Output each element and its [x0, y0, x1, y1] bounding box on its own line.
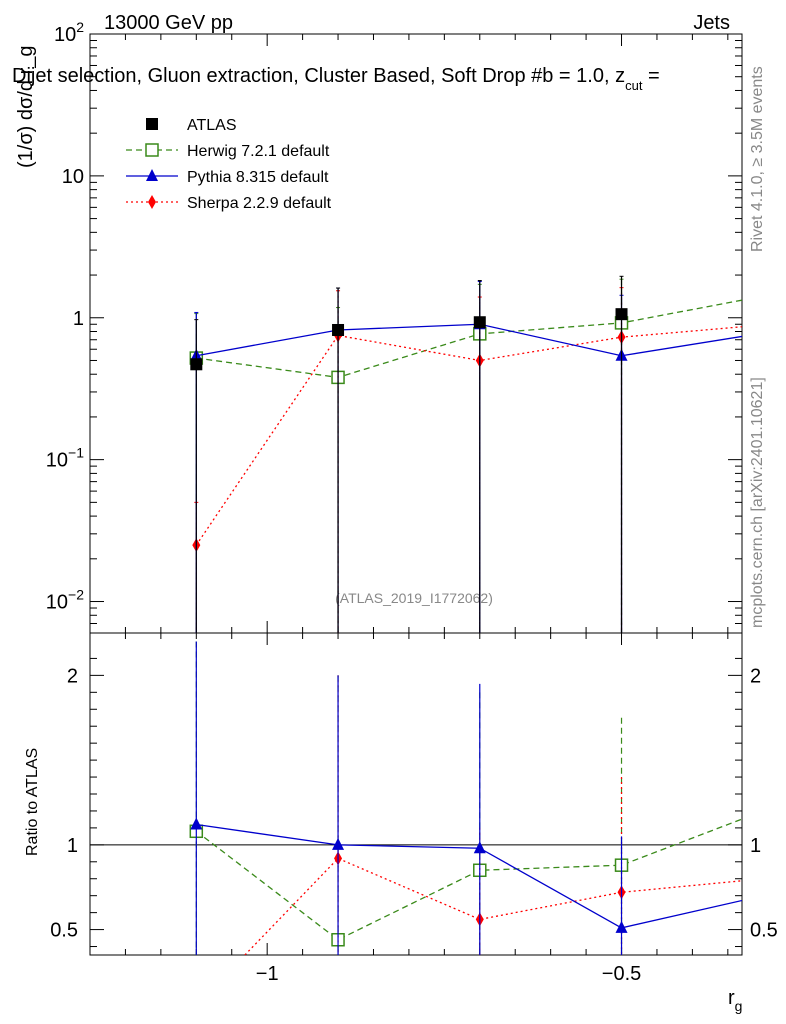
- herwig-ratio-point: [757, 805, 769, 817]
- y-axis-label-main-text: (1/σ) dσ/d r_g: [15, 45, 37, 168]
- ratio-y-tick-label: 0.5: [50, 920, 78, 942]
- legend-marker-pythia: [146, 169, 158, 181]
- pythia-ratio-point: [757, 889, 769, 901]
- y-tick-label: 1: [73, 308, 84, 330]
- x-axis-label: rg: [728, 987, 742, 1014]
- sherpa-ratio-line: [243, 857, 742, 955]
- legend: ATLAS Herwig 7.2.1 default Pythia 8.315 de…: [126, 117, 332, 212]
- plot-title-tail: =: [642, 65, 659, 87]
- category-label: Jets: [693, 12, 730, 34]
- y-tick-label-exp: 2: [76, 19, 84, 35]
- y-tick-label-exp: −1: [68, 445, 84, 461]
- x-tick-label: −1: [256, 963, 279, 985]
- legend-marker-atlas: [146, 118, 158, 130]
- sherpa-ratio-point: [192, 998, 200, 1012]
- pythia-ratio-point: [473, 841, 486, 854]
- legend-label-atlas: ATLAS: [187, 117, 237, 134]
- pythia-point: [757, 326, 769, 338]
- herwig-line: [196, 299, 742, 379]
- y-axis-label-main: (1/σ) dσ/d r_g: [15, 45, 37, 168]
- y-axis-label-ratio: Ratio to ATLAS: [24, 748, 41, 856]
- sherpa-point: [759, 318, 767, 332]
- y-tick-label-base: 10: [54, 24, 76, 46]
- atlas-point: [473, 316, 486, 329]
- x-tick-label: −0.5: [602, 963, 641, 985]
- sherpa-ratio-point: [759, 872, 767, 886]
- ratio-y-tick-label: 1: [67, 835, 78, 857]
- y-tick-label: 10−2: [46, 587, 84, 614]
- y-tick-label: 102: [54, 19, 84, 46]
- sherpa-line: [195, 326, 742, 546]
- legend-label-pythia: Pythia 8.315 default: [187, 169, 329, 186]
- y-tick-label-base: 10: [46, 450, 68, 472]
- watermark-label: (ATLAS_2019_I1772062): [335, 590, 493, 606]
- plot-title: Dijet selection, Gluon extraction, Clust…: [12, 65, 660, 93]
- pythia-ratio-line: [196, 823, 742, 929]
- legend-marker-sherpa: [148, 195, 156, 209]
- mcplots-label: mcplots.cern.ch [arXiv:2401.10621]: [749, 377, 766, 628]
- plot-title-sub: cut: [625, 78, 643, 93]
- plot-title-main: Dijet selection, Gluon extraction, Clust…: [12, 65, 625, 87]
- pythia-ratio-point: [190, 817, 203, 830]
- pythia-line: [196, 323, 742, 357]
- ratio-y-tick-label-right: 0.5: [750, 920, 778, 942]
- herwig-ratio-line: [195, 818, 742, 941]
- atlas-point: [615, 308, 628, 321]
- ratio-plot-frame: [89, 632, 743, 956]
- pythia-ratio-point: [615, 920, 628, 933]
- pythia-ratio-point: [332, 837, 345, 850]
- atlas-point: [757, 302, 769, 314]
- energy-label: 13000 GeV pp: [104, 12, 233, 34]
- ratio-y-tick-label-right: 1: [750, 835, 761, 857]
- herwig-point: [757, 290, 769, 302]
- ratio-y-tick-label-right: 2: [750, 665, 761, 687]
- atlas-point: [332, 323, 345, 336]
- main-plot-series: [189, 275, 769, 633]
- y-tick-label: 10: [62, 166, 84, 188]
- legend-marker-herwig: [145, 143, 159, 157]
- ratio-plot-series: [189, 641, 769, 1012]
- legend-label-sherpa: Sherpa 2.2.9 default: [187, 195, 332, 212]
- rivet-label: Rivet 4.1.0, ≥ 3.5M events: [749, 66, 766, 252]
- atlas-point: [190, 358, 203, 371]
- ratio-y-tick-label: 2: [67, 665, 78, 687]
- y-tick-label: 10−1: [46, 445, 84, 472]
- legend-label-herwig: Herwig 7.2.1 default: [187, 143, 330, 160]
- y-tick-label-exp: −2: [68, 587, 84, 603]
- y-tick-label-base: 10: [46, 592, 68, 614]
